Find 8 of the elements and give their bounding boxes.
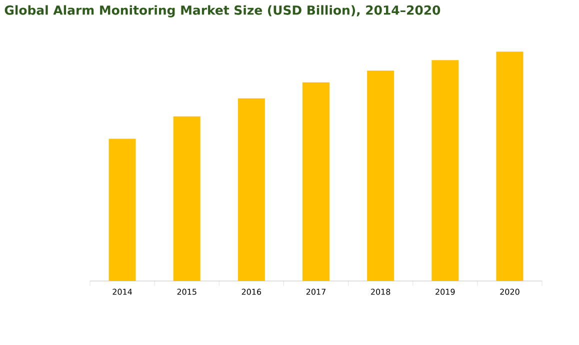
bar xyxy=(432,60,459,281)
bar xyxy=(238,98,265,281)
chart-title: Global Alarm Monitoring Market Size (USD Billion), 2014–2020 xyxy=(4,5,440,18)
bar xyxy=(496,52,524,281)
bar xyxy=(367,70,394,281)
bar xyxy=(173,116,200,281)
bar xyxy=(302,82,330,281)
bar xyxy=(108,138,136,281)
